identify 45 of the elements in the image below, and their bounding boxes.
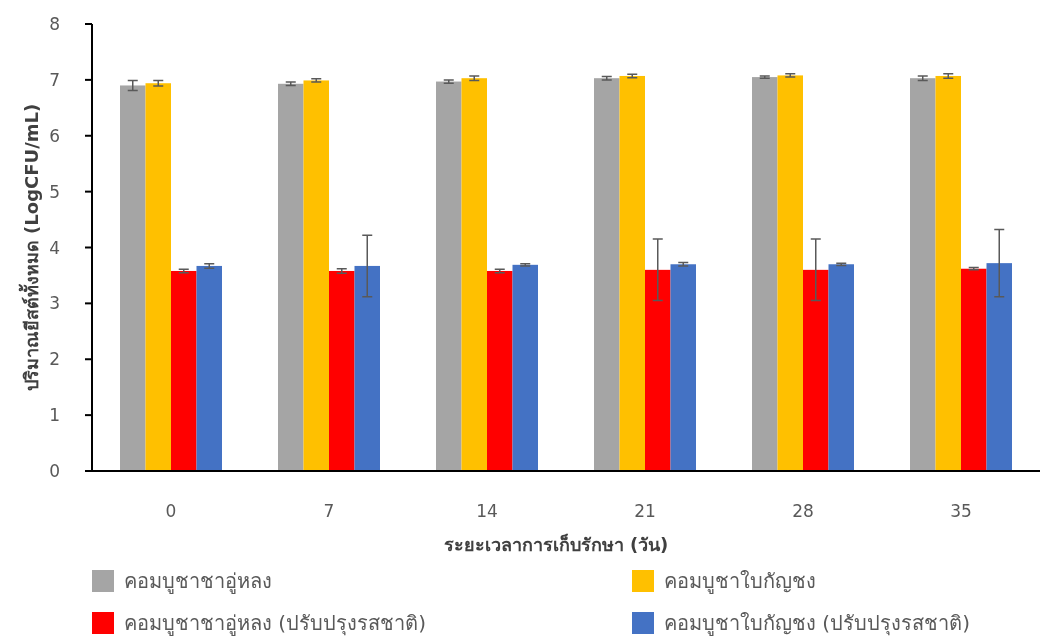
bar [354, 265, 380, 471]
y-tick-label: 3 [49, 293, 60, 314]
legend-label: คอมบูชาชาอู่หลง (ปรับปรุงรสชาติ) [124, 611, 426, 636]
bar [303, 80, 329, 471]
bar [278, 83, 304, 471]
bar [986, 263, 1012, 471]
bar [329, 270, 355, 471]
y-tick-label: 0 [49, 461, 60, 481]
legend-label: คอมบูชาใบกัญชง (ปรับปรุงรสชาติ) [664, 611, 970, 636]
bar [594, 78, 620, 471]
bar [619, 75, 645, 471]
bar [196, 265, 222, 471]
bar [961, 268, 987, 471]
x-tick-label: 35 [950, 501, 972, 521]
bar [803, 269, 829, 471]
y-tick-label: 7 [49, 69, 60, 90]
y-tick-label: 6 [49, 125, 60, 146]
bar [670, 264, 696, 471]
bar [828, 264, 854, 471]
y-tick-label: 8 [49, 14, 60, 34]
bar [171, 270, 197, 471]
legend-label: คอมบูชาใบกัญชง [664, 569, 816, 594]
legend-label: คอมบูชาชาอู่หลง [124, 569, 272, 594]
bar [461, 78, 487, 471]
bar [512, 264, 538, 471]
bar [910, 78, 936, 471]
bar [120, 85, 146, 471]
x-tick-label: 7 [323, 501, 335, 521]
y-tick-label: 4 [49, 237, 60, 258]
bar [145, 83, 171, 471]
bar [752, 77, 778, 471]
bar [487, 270, 513, 471]
y-tick-label: 1 [49, 405, 60, 426]
bar [777, 75, 803, 471]
x-tick-label: 14 [476, 501, 498, 521]
bar [436, 81, 462, 471]
y-tick-label: 2 [49, 349, 60, 370]
x-tick-label: 0 [165, 501, 177, 521]
y-tick-label: 5 [49, 181, 60, 202]
y-axis-title: ปริมาณยีสต์ทั้งหมด (LogCFU/mL) [18, 103, 42, 392]
x-tick-label: 21 [634, 501, 656, 521]
x-axis-title: ระยะเวลาการเก็บรักษา (วัน) [443, 533, 669, 555]
bar [645, 269, 671, 471]
x-tick-label: 28 [792, 501, 814, 521]
bar [935, 75, 961, 471]
